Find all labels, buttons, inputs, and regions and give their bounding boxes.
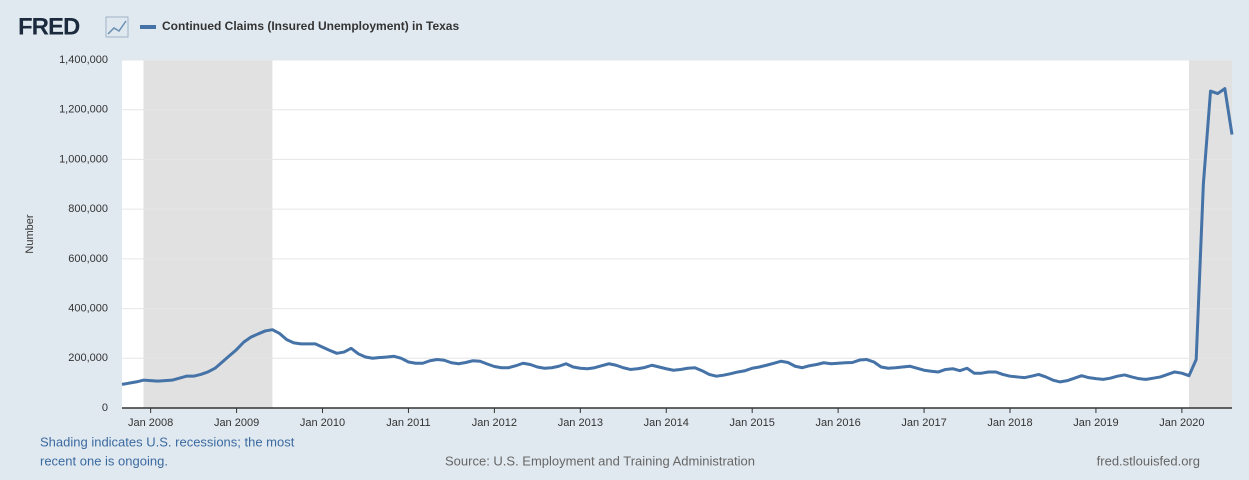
y-tick-label: 600,000 <box>68 253 108 265</box>
x-tick-label: Jan 2010 <box>300 417 345 429</box>
x-tick-label: Jan 2008 <box>128 417 173 429</box>
x-tick-label: Jan 2018 <box>987 417 1032 429</box>
logo: FRED <box>18 13 80 40</box>
series-line <box>121 87 1234 386</box>
plot-area <box>122 60 1232 408</box>
x-tick-label: Jan 2012 <box>472 417 517 429</box>
x-tick-label: Jan 2020 <box>1159 417 1204 429</box>
logo-icon <box>105 16 129 38</box>
y-tick-label: 800,000 <box>68 203 108 215</box>
y-tick-label: 400,000 <box>68 302 108 314</box>
y-tick-label: 1,400,000 <box>59 54 108 66</box>
source: Source: U.S. Employment and Training Adm… <box>445 453 755 468</box>
legend-label: Continued Claims (Insured Unemployment) … <box>162 19 459 33</box>
site: fred.stlouisfed.org <box>1097 453 1200 468</box>
x-tick-label: Jan 2011 <box>386 417 430 429</box>
x-tick-label: Jan 2015 <box>730 417 775 429</box>
recession-band <box>143 60 273 408</box>
y-tick-label: 0 <box>102 402 108 414</box>
x-tick-label: Jan 2016 <box>815 417 860 429</box>
recession-note: recent one is ongoing. <box>40 453 168 468</box>
y-tick-label: 1,200,000 <box>59 104 108 116</box>
y-axis-label: Number <box>24 214 36 253</box>
x-tick-label: Jan 2019 <box>1073 417 1118 429</box>
x-tick-label: Jan 2014 <box>644 417 689 429</box>
x-tick-label: Jan 2017 <box>901 417 946 429</box>
x-tick-label: Jan 2009 <box>214 417 259 429</box>
x-tick-label: Jan 2013 <box>558 417 603 429</box>
recession-note: Shading indicates U.S. recessions; the m… <box>40 434 295 449</box>
y-tick-label: 200,000 <box>68 352 108 364</box>
y-tick-label: 1,000,000 <box>59 153 108 165</box>
